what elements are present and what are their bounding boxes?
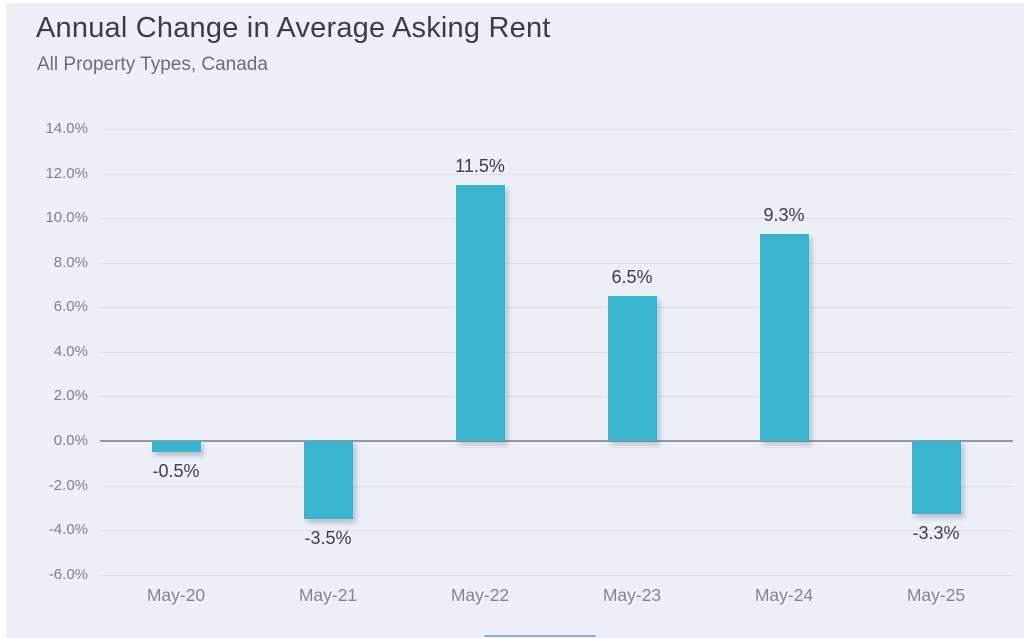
gridline: [100, 218, 1013, 220]
bar-value-label: -3.5%: [304, 527, 352, 548]
bar-May-23: [607, 296, 657, 441]
x-tick-label: May-20: [146, 585, 206, 605]
y-tick-label: -2.0%: [48, 476, 88, 494]
bar-May-21: [303, 441, 353, 519]
y-tick-label: -6.0%: [48, 565, 88, 583]
gridline: [100, 530, 1013, 532]
gridline: [100, 574, 1013, 576]
bar-value-label: -0.5%: [152, 461, 200, 482]
x-tick-label: May-24: [754, 585, 814, 605]
bar-May-20: [151, 441, 201, 453]
gridline: [100, 262, 1013, 264]
y-tick-label: 14.0%: [45, 120, 88, 138]
bar-May-25: [911, 441, 961, 515]
bar-value-label: 11.5%: [455, 155, 505, 176]
bar-value-label: 6.5%: [611, 267, 653, 288]
y-tick-label: 0.0%: [53, 432, 88, 449]
y-tick-label: 6.0%: [53, 298, 88, 316]
gridline: [100, 396, 1013, 398]
y-tick-label: 12.0%: [45, 164, 88, 182]
chart-title: Annual Change in Average Asking Rent: [36, 12, 551, 44]
bar-value-label: -3.3%: [912, 523, 960, 544]
y-tick-label: 4.0%: [53, 342, 88, 360]
gridline: [100, 173, 1013, 175]
chart-background: [6, 3, 1024, 638]
gridline: [100, 129, 1013, 131]
zero-axis-line: [100, 440, 1013, 442]
y-tick-label: 8.0%: [53, 253, 88, 271]
gridline: [100, 307, 1013, 309]
y-tick-label: 2.0%: [53, 387, 88, 405]
bottom-edge-line: [484, 635, 596, 637]
chart-subtitle: All Property Types, Canada: [37, 54, 268, 75]
gridline: [100, 485, 1013, 487]
gridline: [100, 351, 1013, 353]
x-tick-label: May-23: [602, 585, 662, 605]
y-tick-label: -4.0%: [48, 521, 88, 539]
bar-May-22: [455, 184, 505, 441]
bar-value-label: 9.3%: [763, 204, 805, 225]
x-tick-label: May-22: [450, 585, 510, 605]
x-tick-label: May-21: [298, 585, 358, 605]
y-tick-label: 10.0%: [45, 209, 88, 227]
bar-May-24: [759, 233, 809, 441]
x-tick-label: May-25: [906, 585, 966, 605]
